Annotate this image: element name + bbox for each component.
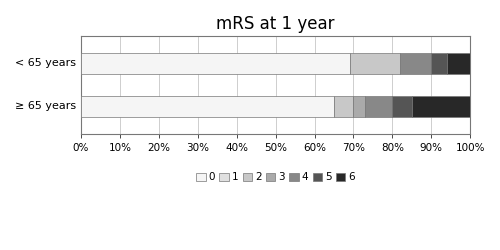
Bar	[354, 96, 365, 117]
Bar	[392, 96, 412, 117]
Legend: 0, 1, 2, 3, 4, 5, 6: 0, 1, 2, 3, 4, 5, 6	[192, 168, 359, 186]
Bar	[400, 52, 432, 74]
Bar	[81, 96, 334, 117]
Bar	[412, 96, 470, 117]
Bar	[447, 52, 470, 74]
Bar	[432, 52, 447, 74]
Bar	[350, 52, 400, 74]
Bar	[365, 96, 392, 117]
Title: mRS at 1 year: mRS at 1 year	[216, 15, 335, 33]
Bar	[81, 52, 349, 74]
Bar	[334, 96, 353, 117]
